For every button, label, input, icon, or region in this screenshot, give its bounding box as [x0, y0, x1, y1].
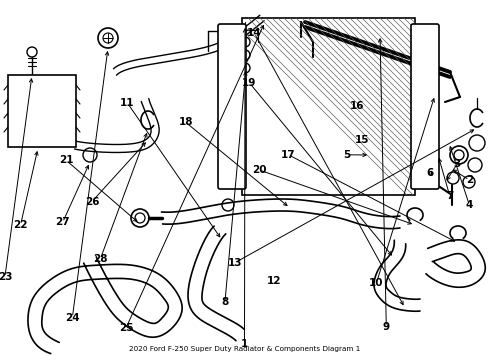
Text: 4: 4 [465, 200, 472, 210]
Text: 7: 7 [445, 191, 453, 201]
FancyBboxPatch shape [410, 24, 438, 189]
Text: 19: 19 [242, 78, 256, 88]
Bar [242, 18, 414, 195]
Text: 24: 24 [65, 312, 80, 323]
Text: 20: 20 [251, 165, 266, 175]
Text: 6: 6 [426, 168, 433, 178]
Text: 18: 18 [178, 117, 193, 127]
Text: 25: 25 [119, 323, 133, 333]
Text: 11: 11 [120, 98, 134, 108]
Text: 8: 8 [221, 297, 228, 307]
Text: 2020 Ford F-250 Super Duty Radiator & Components Diagram 1: 2020 Ford F-250 Super Duty Radiator & Co… [129, 346, 359, 352]
Bar [8, 75, 76, 147]
Text: 27: 27 [55, 217, 70, 228]
Circle shape [240, 37, 249, 47]
Text: 3: 3 [453, 159, 460, 169]
Text: 21: 21 [59, 155, 73, 165]
Text: 13: 13 [227, 258, 242, 268]
Text: 5: 5 [343, 150, 350, 160]
Circle shape [240, 50, 249, 60]
Text: 26: 26 [84, 197, 99, 207]
Text: 12: 12 [266, 276, 281, 286]
Text: 2: 2 [465, 175, 472, 185]
Circle shape [27, 47, 37, 57]
Text: 15: 15 [354, 135, 368, 145]
Bar [242, 18, 414, 195]
Text: 23: 23 [0, 272, 12, 282]
Text: 28: 28 [93, 254, 107, 264]
Text: 22: 22 [13, 220, 28, 230]
Text: 9: 9 [382, 322, 389, 332]
Text: 14: 14 [246, 28, 261, 38]
Text: 1: 1 [241, 339, 247, 349]
Text: 16: 16 [349, 101, 364, 111]
Text: 17: 17 [281, 150, 295, 160]
Circle shape [240, 63, 249, 73]
FancyBboxPatch shape [218, 24, 245, 189]
Text: 10: 10 [368, 278, 383, 288]
